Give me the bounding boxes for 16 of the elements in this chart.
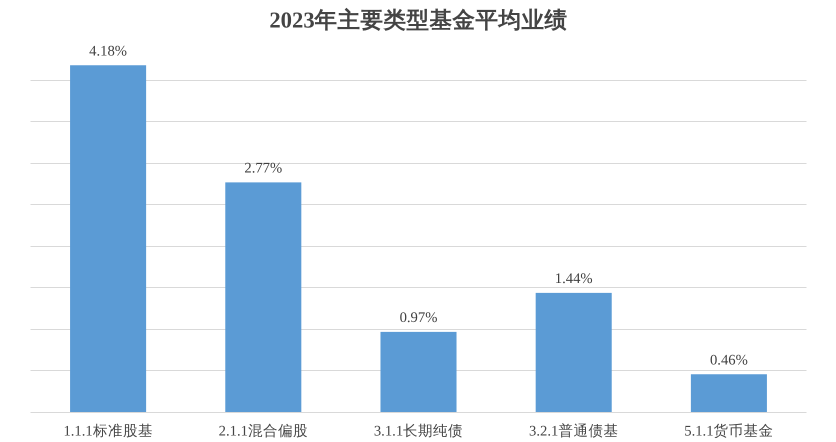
x-tick-label: 5.1.1货币基金 [684,422,774,440]
bar [536,292,612,412]
bar [225,182,302,412]
data-label: 0.46% [710,352,748,368]
data-label: 4.18% [89,43,128,60]
bar [690,374,767,412]
x-tick-label: 2.1.1混合偏股 [218,422,308,440]
bar [380,332,457,412]
data-label: 0.97% [400,310,438,326]
x-tick-label: 3.2.1普通债基 [529,422,618,440]
x-tick-label: 3.1.1长期纯债 [374,422,464,440]
data-label: 1.44% [554,270,593,287]
bar [70,65,146,412]
data-label: 2.77% [244,160,282,176]
chart-title: 2023年主要类型基金平均业绩 [269,6,568,32]
x-tick-label: 1.1.1标准股基 [63,422,153,440]
